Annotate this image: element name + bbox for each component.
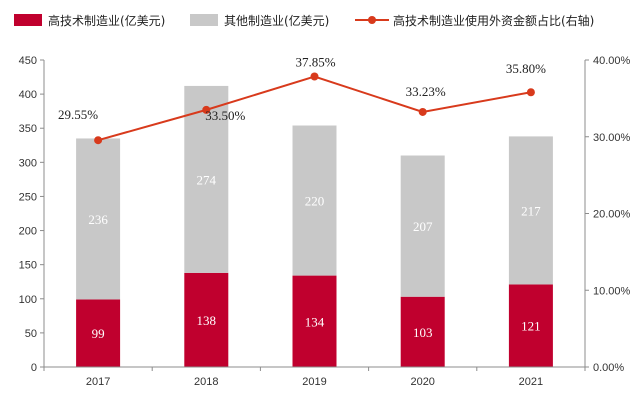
share-value-label: 33.23%	[406, 84, 446, 99]
legend-swatch-high-tech	[14, 14, 42, 26]
bar-high-tech	[184, 272, 229, 367]
y-tick-label: 0	[31, 362, 37, 374]
legend-swatch-other	[190, 14, 218, 26]
y2-tick-label: 20.00%	[593, 209, 631, 221]
share-point	[202, 105, 211, 114]
bar-value-label: 138	[197, 313, 217, 328]
x-tick-label: 2020	[410, 376, 434, 388]
share-value-label: 29.55%	[58, 107, 98, 122]
legend-label-share: 高技术制造业使用外资金额占比(右轴)	[393, 13, 594, 28]
bar-high-tech	[400, 296, 445, 367]
y-tick-label: 200	[19, 226, 37, 238]
y2-tick-label: 0.00%	[593, 362, 624, 374]
share-point	[418, 107, 427, 116]
share-value-label: 33.50%	[205, 108, 245, 123]
bar-other-manufacturing	[508, 136, 553, 285]
legend-label-high-tech: 高技术制造业(亿美元)	[48, 13, 165, 28]
share-point	[94, 136, 103, 145]
bar-value-label: 217	[521, 203, 541, 218]
legend-marker-share	[368, 16, 376, 24]
y-tick-label: 350	[19, 123, 37, 135]
share-value-label: 35.80%	[506, 61, 546, 76]
y-tick-label: 400	[19, 89, 37, 101]
bar-other-manufacturing	[400, 155, 445, 297]
y2-tick-label: 30.00%	[593, 132, 631, 144]
y-tick-label: 450	[19, 55, 37, 67]
bar-value-label: 134	[305, 314, 325, 329]
bar-other-manufacturing	[184, 85, 229, 273]
share-point	[526, 88, 535, 97]
share-value-label: 37.85%	[295, 55, 335, 70]
line-series: 29.55% 33.50% 37.85% 33.23% 35.80%	[58, 55, 546, 145]
bar-value-label: 274	[197, 172, 217, 187]
bar-value-label: 207	[413, 219, 433, 234]
bar-value-label: 220	[305, 194, 325, 209]
share-point	[310, 72, 319, 81]
bar-high-tech	[508, 284, 553, 367]
x-tick-label: 2018	[194, 376, 218, 388]
bar-high-tech	[292, 275, 337, 367]
y2-tick-label: 40.00%	[593, 55, 631, 67]
y-tick-label: 300	[19, 157, 37, 169]
bar-other-manufacturing	[292, 125, 337, 276]
x-tick-label: 2021	[519, 376, 543, 388]
legend: 高技术制造业(亿美元) 其他制造业(亿美元) 高技术制造业使用外资金额占比(右轴)	[14, 13, 594, 28]
bar-value-label: 103	[413, 325, 433, 340]
legend-label-other: 其他制造业(亿美元)	[224, 13, 329, 28]
bar-value-label: 99	[92, 326, 105, 341]
y-tick-label: 150	[19, 260, 37, 272]
y-tick-label: 100	[19, 294, 37, 306]
y-tick-label: 250	[19, 191, 37, 203]
axes: 0 50 100 150 200 250 300 350 400 450 0.00% 10.00% 20…	[19, 55, 631, 388]
bar-other-manufacturing	[76, 138, 121, 300]
x-tick-label: 2017	[86, 376, 110, 388]
x-tick-label: 2019	[302, 376, 326, 388]
bar-high-tech	[76, 299, 121, 367]
bar-value-label: 121	[521, 319, 541, 334]
bar-value-label: 236	[88, 212, 108, 227]
y-tick-label: 50	[25, 328, 37, 340]
y2-tick-label: 10.00%	[593, 285, 631, 297]
bars: 99 236 138 274 134 220 103 207 121 217	[76, 85, 553, 367]
